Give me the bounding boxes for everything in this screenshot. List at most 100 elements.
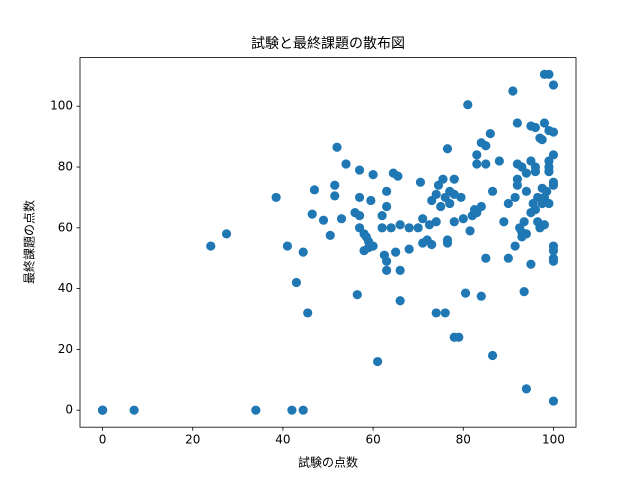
scatter-point <box>352 290 362 300</box>
scatter-point <box>521 229 532 239</box>
scatter-point <box>521 186 532 196</box>
scatter-point <box>341 159 351 169</box>
scatter-point <box>548 396 559 406</box>
scatter-point <box>487 350 498 361</box>
scatter-point <box>548 177 559 187</box>
scatter-point <box>481 159 491 169</box>
scatter-point <box>539 220 550 230</box>
scatter-point <box>336 214 347 224</box>
y-tick-label: 20 <box>58 342 73 356</box>
scatter-point <box>442 238 453 248</box>
scatter-point <box>354 165 365 175</box>
x-tick-label: 60 <box>365 433 380 447</box>
scatter-point <box>548 80 559 90</box>
scatter-point <box>97 405 108 415</box>
scatter-point <box>544 69 554 79</box>
scatter-point <box>465 226 475 236</box>
scatter-point <box>395 296 405 306</box>
x-tick-label: 40 <box>275 433 290 447</box>
scatter-point <box>377 223 387 233</box>
scatter-point <box>476 201 486 212</box>
scatter-point <box>393 171 403 181</box>
scatter-point <box>548 256 559 266</box>
scatter-point <box>431 308 441 318</box>
scatter-point <box>521 168 532 178</box>
x-tick-label: 100 <box>542 433 565 447</box>
scatter-point <box>382 265 392 275</box>
scatter-point <box>503 253 513 263</box>
scatter-point <box>445 198 455 209</box>
scatter-point <box>494 156 504 166</box>
scatter-point <box>510 241 520 251</box>
scatter-point <box>456 192 466 203</box>
scatter-point <box>440 308 450 318</box>
scatter-point <box>206 241 216 251</box>
scatter-point <box>476 291 486 301</box>
scatter-point <box>395 220 405 230</box>
scatter-point <box>395 265 405 275</box>
y-axis-label: 最終課題の点数 <box>22 200 37 284</box>
scatter-point <box>526 259 536 269</box>
scatter-point <box>354 211 365 221</box>
y-tick-label: 0 <box>65 403 73 417</box>
scatter-point <box>512 180 522 190</box>
plot-frame <box>79 57 577 428</box>
scatter-point <box>530 162 541 172</box>
scatter-point <box>454 332 464 342</box>
scatter-point <box>298 247 308 257</box>
scatter-point <box>542 186 552 196</box>
scatter-point <box>427 239 437 250</box>
scatter-point <box>458 214 468 224</box>
scatter-point <box>512 118 522 128</box>
scatter-point <box>431 189 441 199</box>
y-tick-label: 60 <box>58 220 73 234</box>
scatter-point <box>481 253 491 263</box>
scatter-point <box>548 127 559 137</box>
scatter-point <box>413 223 423 233</box>
scatter-point <box>442 144 453 154</box>
scatter-point <box>307 209 317 219</box>
x-axis-label: 試験の点数 <box>298 455 358 470</box>
scatter-point <box>544 198 554 209</box>
scatter-point <box>368 170 378 180</box>
scatter-point <box>463 100 473 110</box>
scatter-point <box>382 256 392 266</box>
scatter-point <box>221 229 232 239</box>
scatter-point <box>539 118 550 128</box>
scatter-point <box>298 405 308 415</box>
scatter-point <box>449 174 459 184</box>
scatter-point <box>129 405 139 415</box>
scatter-point <box>404 244 414 254</box>
scatter-point <box>415 177 426 187</box>
scatter-point <box>548 150 559 160</box>
scatter-point <box>309 185 320 195</box>
chart-title: 試験と最終課題の散布図 <box>251 36 405 52</box>
x-tick-label: 0 <box>99 433 107 447</box>
scatter-point <box>373 356 383 367</box>
scatter-point <box>368 241 378 251</box>
scatter-point <box>418 214 428 224</box>
scatter-point <box>460 288 471 298</box>
scatter-point <box>251 405 261 415</box>
scatter-point <box>318 215 329 225</box>
scatter-point <box>519 217 529 227</box>
scatter-point <box>485 128 495 139</box>
x-tick-label: 80 <box>456 433 471 447</box>
scatter-point <box>354 192 365 203</box>
scatter-point <box>472 150 482 160</box>
scatter-point <box>332 142 342 152</box>
scatter-point <box>481 141 491 151</box>
y-tick-label: 80 <box>58 160 73 174</box>
scatter-point <box>431 217 441 227</box>
scatter-point <box>382 201 392 212</box>
scatter-point <box>548 246 559 256</box>
scatter-point <box>287 405 297 415</box>
scatter-point <box>366 195 376 206</box>
scatter-point <box>519 287 529 297</box>
scatter-point <box>382 186 392 196</box>
scatter-point <box>530 204 541 215</box>
scatter-point <box>521 384 532 394</box>
scatter-point <box>487 186 498 196</box>
scatter-point <box>449 217 459 227</box>
scatter-point <box>510 192 520 203</box>
